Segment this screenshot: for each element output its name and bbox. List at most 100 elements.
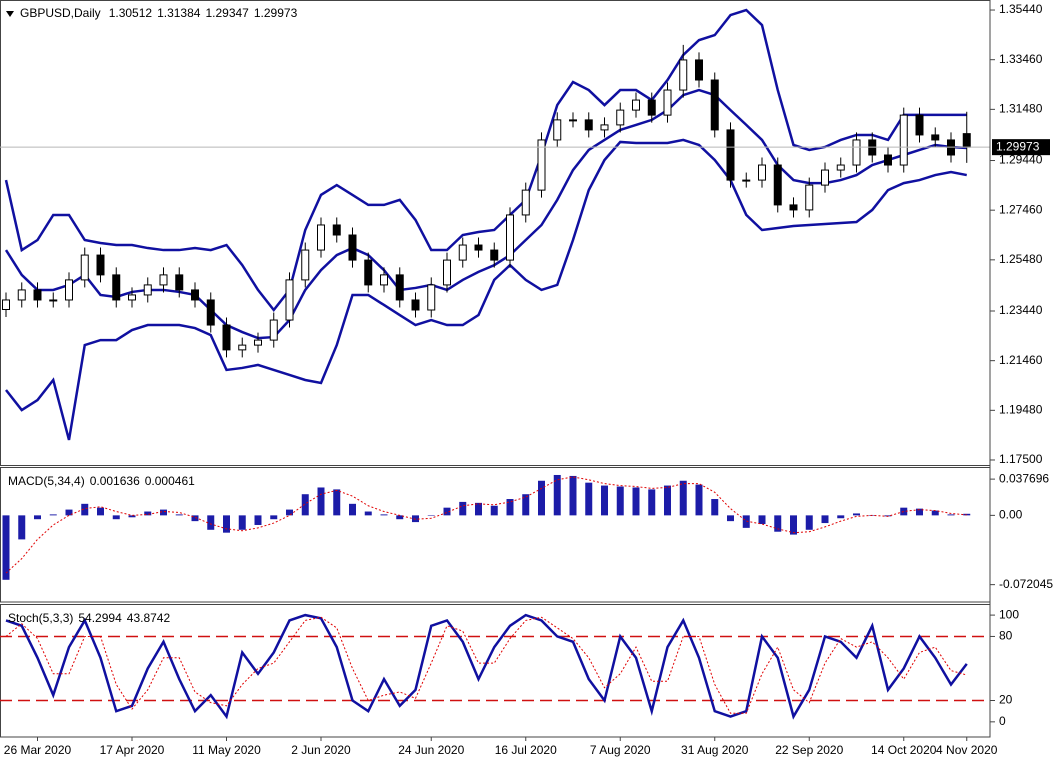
y-tick-label: 1.29440 [999,153,1043,167]
histogram-bar [160,509,167,516]
y-tick-label: 20 [999,693,1013,707]
candle-body [584,119,593,131]
histogram-bar [349,503,356,516]
candle-body [537,139,546,191]
candle-body [317,224,325,251]
x-tick-label: 4 Nov 2020 [936,743,998,757]
candle-body [521,189,530,216]
candle-body [726,129,735,181]
histogram-bar [538,480,545,516]
low: 1.29347 [205,6,249,20]
histogram-bar [34,515,41,520]
candle-body [710,79,719,131]
candle-body [553,119,562,141]
candle-body [647,99,656,116]
candle-body [269,319,278,341]
x-tick-label: 31 Aug 2020 [681,743,749,757]
candle-body [191,289,199,301]
candle-body [285,279,294,321]
histogram-bar [601,485,608,516]
candle-body [128,294,136,301]
candle-body [33,289,42,301]
candle-body [852,139,861,166]
candle-body [632,99,640,111]
histogram-bar [522,494,530,516]
histogram-bar [616,486,624,516]
candle-body [742,179,751,182]
y-tick-label: 1.21460 [999,353,1043,367]
candle-body [474,244,483,251]
candle-body [805,184,814,211]
close: 1.29973 [254,6,298,20]
histogram-bar [475,502,482,516]
candle-body [411,299,420,311]
histogram-bar [648,489,656,516]
candle-body [49,299,58,302]
histogram-bar [916,508,923,516]
candle-body [962,133,971,148]
price-label-box [992,139,1050,156]
x-tick-label: 14 Oct 2020 [871,743,937,757]
candle-body [458,244,467,261]
histogram-bar [2,515,10,580]
candle-body [836,164,845,171]
candle-body [112,274,121,301]
indicator-line [5,613,968,720]
candle-body [364,259,373,286]
candle-body [915,114,924,136]
symbol: GBPUSD,Daily [20,6,101,20]
bollinger-band [5,138,967,441]
histogram-bar [301,494,309,516]
histogram-bar [569,475,577,516]
candle-body [663,89,672,116]
candle-body [222,324,231,351]
histogram-bar [632,487,640,516]
y-tick-label: 1.23440 [999,303,1043,317]
x-tick-label: 17 Apr 2020 [100,743,165,757]
x-tick-label: 16 Jul 2020 [495,743,557,757]
histogram-bar [18,515,26,540]
histogram-bar [223,515,230,533]
candle-body [443,259,451,286]
y-tick-label: 1.19480 [999,402,1043,416]
candle-body [884,154,892,166]
stoch-title: Stoch(5,3,3) [8,611,73,625]
candle-body [821,169,829,186]
candle-body [301,249,310,281]
histogram-bar [81,503,89,516]
histogram-bar [175,514,183,516]
macd-header: MACD(5,34,4) 0.001636 0.000461 [8,474,195,488]
histogram-bar [758,515,766,525]
histogram-bar [207,515,215,530]
candle-body [695,59,703,81]
macd-title: MACD(5,34,4) [8,474,85,488]
y-tick-label: 1.17500 [999,452,1043,466]
candle-body [899,114,908,166]
histogram-bar [97,507,104,516]
candle-body [238,344,247,351]
candle-body [789,204,798,211]
histogram-bar [821,515,829,524]
histogram-bar [459,501,467,516]
histogram-bar [742,515,750,528]
histogram-bar [238,515,246,530]
macd-signal: 0.000461 [145,474,195,488]
candle-body [348,234,357,261]
histogram-bar [128,515,136,518]
price-label: 1.29973 [996,139,1040,153]
candle-body [569,119,577,122]
y-tick-label: 1.25480 [999,252,1043,266]
candle-body [616,109,625,126]
candle-body [65,279,73,301]
x-tick-label: 24 Jun 2020 [398,743,464,757]
histogram-bar [380,514,388,516]
candle-body [206,299,215,326]
candle-body [17,289,26,301]
candle-body [96,254,105,276]
y-tick-label: -0.072045 [999,577,1053,591]
histogram-bar [144,511,152,516]
candle-body [758,164,766,181]
candle-body [175,274,184,291]
histogram-bar [65,509,73,516]
